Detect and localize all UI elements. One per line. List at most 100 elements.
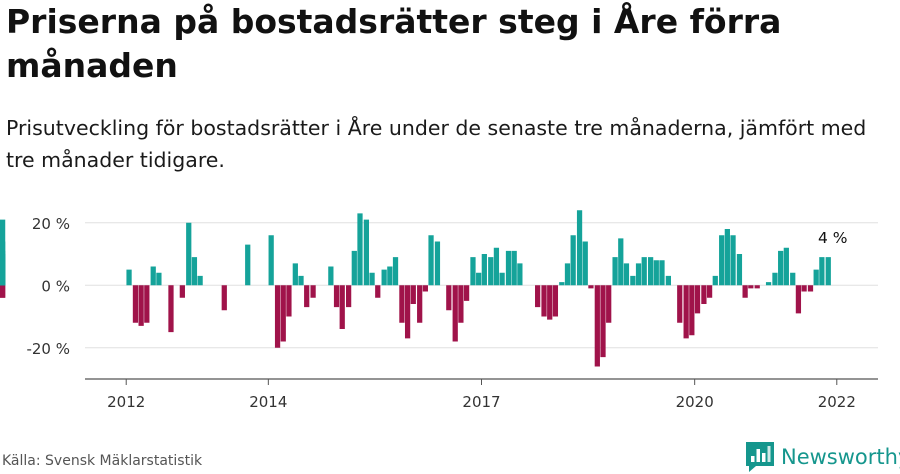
bar	[552, 285, 559, 317]
bar	[765, 282, 772, 286]
bar	[363, 219, 370, 286]
bar	[197, 275, 203, 286]
bar	[819, 257, 825, 286]
bar	[351, 250, 357, 286]
x-tick-label: 2022	[818, 393, 856, 411]
bar	[310, 285, 316, 298]
bar	[719, 235, 725, 286]
y-tick-label: -20 %	[26, 340, 70, 358]
bar	[659, 260, 665, 286]
bar	[689, 285, 695, 336]
bar	[653, 260, 659, 286]
x-tick-label: 2014	[249, 393, 287, 411]
latest-value-label: 4 %	[818, 229, 848, 247]
bar	[683, 285, 689, 339]
source-note: Källa: Svensk Mäklarstatistik	[2, 453, 203, 469]
y-tick-label: 20 %	[32, 215, 70, 233]
bar	[0, 285, 6, 298]
bar	[559, 282, 565, 286]
bar	[346, 285, 352, 308]
bar	[132, 285, 139, 323]
bar	[813, 269, 819, 286]
bar	[511, 250, 517, 286]
bar	[807, 285, 814, 292]
bar	[547, 285, 553, 320]
bar	[677, 285, 683, 323]
brand-logo[interactable]: Newsworthy	[745, 441, 900, 473]
bar	[647, 257, 654, 286]
bar	[417, 285, 423, 323]
bar	[428, 235, 434, 286]
bar	[736, 254, 743, 286]
bar	[298, 275, 304, 286]
bar	[795, 285, 802, 314]
bar	[754, 285, 760, 289]
axis-layer: 20 % 0 % -20 % 2012 2014 2017 2020 2022 4 %	[26, 215, 878, 411]
bar	[138, 285, 144, 326]
bar	[541, 285, 547, 317]
bar	[801, 285, 807, 292]
bar	[369, 272, 375, 286]
bar	[452, 285, 458, 342]
bar	[701, 285, 707, 304]
bar	[333, 285, 340, 308]
bar	[748, 285, 754, 289]
bar	[476, 272, 482, 286]
y-tick-label: 0 %	[41, 277, 70, 295]
bar	[641, 257, 647, 286]
bar	[144, 285, 150, 323]
bar	[582, 241, 588, 286]
bar	[404, 285, 411, 339]
bar	[375, 285, 381, 298]
bar	[357, 213, 363, 286]
bar	[499, 272, 505, 286]
x-tick-label: 2017	[462, 393, 500, 411]
bar	[564, 263, 571, 286]
bar	[286, 285, 292, 317]
bar	[126, 269, 132, 286]
bar	[778, 250, 784, 286]
bar	[712, 275, 718, 286]
bar	[618, 238, 624, 286]
bar	[422, 285, 428, 292]
bar	[742, 285, 748, 298]
bar	[339, 285, 345, 329]
bar	[488, 257, 494, 286]
bar	[168, 285, 174, 333]
bar-layer	[0, 210, 831, 367]
bar	[446, 285, 452, 311]
bar	[221, 285, 227, 311]
bar	[706, 285, 713, 298]
bar	[505, 250, 512, 286]
bar	[268, 235, 274, 286]
bar	[635, 263, 642, 286]
bar	[463, 285, 470, 301]
bar	[392, 257, 399, 286]
bar	[694, 285, 701, 314]
bar	[304, 285, 310, 308]
bar	[458, 285, 464, 323]
bar	[576, 210, 583, 286]
bar	[724, 229, 730, 286]
bar	[328, 266, 334, 286]
bar	[280, 285, 286, 342]
x-tick-label: 2020	[676, 393, 714, 411]
bar	[623, 263, 630, 286]
chart-subtitle: Prisutveckling för bostadsrätter i Åre u…	[6, 116, 867, 172]
bar	[630, 275, 636, 286]
bar	[517, 263, 523, 286]
bar	[274, 285, 281, 348]
bar	[730, 235, 736, 286]
bar	[381, 269, 387, 286]
bar	[570, 235, 576, 286]
bar	[588, 285, 594, 289]
bar	[186, 222, 192, 286]
bar	[434, 241, 441, 286]
bar	[493, 247, 500, 286]
newsworthy-icon	[746, 442, 774, 472]
bar	[399, 285, 405, 323]
bar	[179, 285, 185, 298]
bar	[535, 285, 541, 308]
bar	[481, 254, 487, 286]
